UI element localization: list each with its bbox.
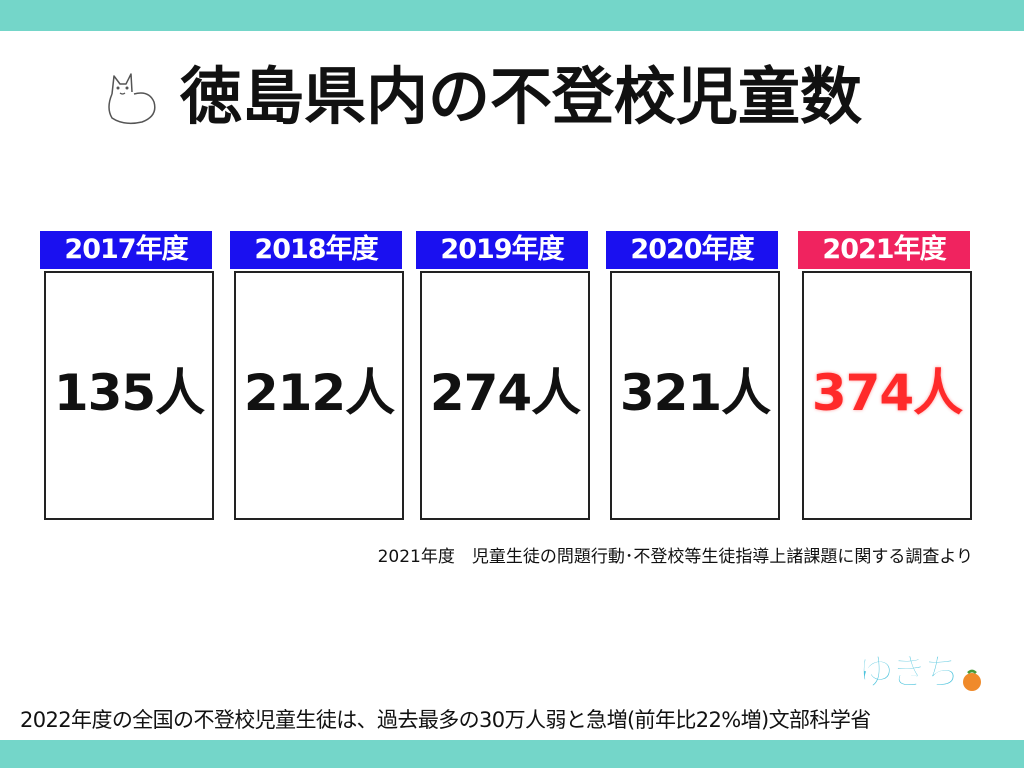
year-label: 2019年度 (416, 231, 588, 269)
persimmon-icon (963, 673, 981, 691)
year-card-2020: 2020年度 321人 (606, 231, 784, 526)
bottom-band (0, 740, 1024, 768)
leaf-icon (967, 669, 977, 674)
source-note: 2021年度 児童生徒の問題行動･不登校等生徒指導上諸課題に関する調査より (377, 547, 973, 567)
year-label: 2020年度 (606, 231, 778, 269)
dog-mascot-icon (108, 73, 156, 125)
student-count: 274人 (429, 364, 581, 422)
top-band (0, 0, 1024, 31)
year-label: 2021年度 (798, 231, 970, 269)
footer-note: 2022年度の全国の不登校児童生徒は、過去最多の30万人弱と急増(前年比22%増… (20, 708, 871, 732)
card-box (234, 271, 404, 520)
year-card-2017: 2017年度 135人 (40, 231, 218, 526)
student-count: 212人 (243, 364, 395, 422)
card-box (610, 271, 780, 520)
year-card-2019: 2019年度 274人 (416, 231, 594, 526)
year-label: 2017年度 (40, 231, 212, 269)
card-box (802, 271, 972, 520)
logo-text: ゆきち (858, 652, 957, 693)
student-count: 374人 (811, 364, 963, 422)
year-card-2021: 2021年度 374人 (798, 231, 976, 526)
student-count: 321人 (619, 364, 771, 422)
page-title: 徳島県内の不登校児童数 (180, 60, 863, 133)
card-box (420, 271, 590, 520)
student-count: 135人 (53, 364, 205, 422)
year-label: 2018年度 (230, 231, 402, 269)
year-card-2018: 2018年度 212人 (230, 231, 408, 526)
yukichi-logo: ゆきち (858, 652, 981, 694)
card-box (44, 271, 214, 520)
